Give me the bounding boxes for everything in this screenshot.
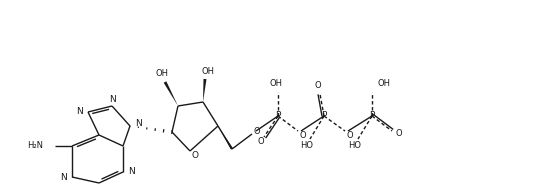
Text: N: N [76,107,83,117]
Text: O: O [315,81,321,90]
Text: N: N [128,167,135,177]
Text: O: O [258,138,264,146]
Text: OH: OH [155,69,169,79]
Text: N: N [60,172,67,182]
Text: OH: OH [202,67,215,75]
Text: P: P [275,112,281,120]
Text: N: N [109,94,116,104]
Text: O: O [254,126,260,135]
Text: P: P [369,112,375,120]
Text: O: O [300,131,306,139]
Polygon shape [218,126,233,150]
Text: P: P [321,112,327,120]
Text: O: O [191,151,198,159]
Text: N: N [135,120,142,128]
Polygon shape [203,79,206,102]
Text: OH: OH [270,80,282,88]
Text: HO: HO [349,140,362,150]
Text: O: O [347,131,353,139]
Polygon shape [164,81,178,106]
Text: H₂N: H₂N [27,141,43,151]
Text: OH: OH [378,80,391,88]
Text: HO: HO [301,140,314,150]
Text: O: O [396,130,402,139]
